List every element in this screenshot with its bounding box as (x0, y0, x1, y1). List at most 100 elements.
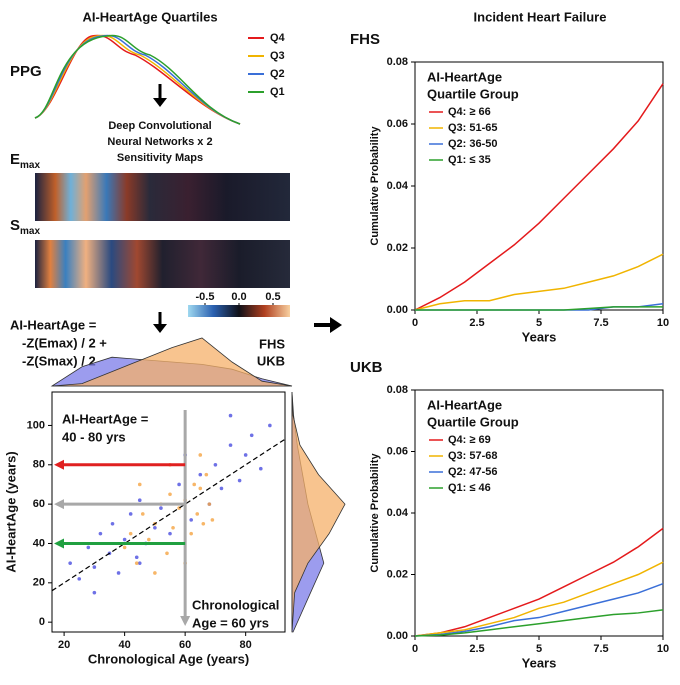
left-title: AI-HeartAge Quartiles (82, 9, 217, 24)
y-tick-label: 0.02 (387, 568, 408, 580)
scatter-point (195, 512, 200, 516)
scatter-point (228, 413, 233, 418)
smax-label: Smax (10, 217, 40, 237)
scatter-point (207, 502, 212, 506)
heartage-arrow-head (54, 459, 64, 470)
scatter-point (77, 577, 82, 581)
formula-line: -Z(Emax) / 2 + (22, 335, 107, 350)
x-tick-label: 5 (536, 317, 542, 329)
scatter-point (110, 522, 115, 526)
scatter-point (243, 453, 248, 457)
legend-label: Q2: 36-50 (448, 138, 498, 150)
scatter-point (140, 512, 145, 516)
scatter-point (213, 462, 218, 467)
y-tick-label: 0.04 (387, 180, 409, 192)
scatter-point (198, 472, 203, 477)
network-line: Sensitivity Maps (117, 152, 203, 164)
legend-title: AI-HeartAge (427, 397, 502, 412)
panel-title: UKB (350, 359, 383, 376)
scatter-point (189, 531, 193, 536)
km-line (414, 83, 664, 311)
network-line: Neural Networks x 2 (107, 136, 212, 148)
scatter-point (147, 537, 151, 542)
x-axis-label: Years (522, 655, 557, 670)
emax-main: E (10, 151, 20, 168)
density-area (291, 391, 346, 633)
y-tick-label: 40 (33, 537, 45, 549)
scatter-point (122, 537, 127, 542)
scatter-point (168, 531, 172, 536)
colorbar (188, 305, 290, 317)
scatter-point (192, 482, 197, 487)
scatter-point (137, 482, 142, 487)
ppg-wave (34, 34, 241, 125)
km-line (414, 583, 664, 637)
scatter-point (249, 433, 254, 438)
scatter-point (171, 525, 175, 530)
scatter-point (198, 486, 203, 491)
emax-label: Emax (10, 151, 40, 171)
y-tick-label: 100 (27, 419, 45, 431)
scatter-point (134, 555, 139, 560)
legend-label: Q1: ≤ 35 (448, 154, 491, 166)
km-line (414, 527, 664, 637)
scatter-point (137, 561, 142, 565)
annotation: Age = 60 yrs (192, 615, 269, 630)
colorbar-tick-label: -0.5 (196, 291, 215, 303)
scatter-point (86, 545, 91, 550)
scatter-point (137, 498, 142, 502)
x-tick-label: 10 (657, 643, 669, 655)
km-line (414, 253, 664, 311)
y-tick-label: 0.00 (387, 630, 408, 642)
km-line (414, 561, 664, 637)
scatter-point (128, 531, 133, 536)
smax-main: S (10, 217, 20, 234)
colorbar-tick-label: 0.0 (231, 291, 246, 303)
scatter-point (219, 486, 224, 491)
heatmap (35, 240, 290, 288)
emax-sub: max (20, 160, 40, 171)
y-tick-label: 80 (33, 459, 45, 471)
y-tick-label: 0.02 (387, 242, 408, 254)
heartage-arrow-head (54, 499, 64, 510)
y-axis-label: Cumulative Probability (369, 126, 381, 246)
heartage-arrow-head (54, 538, 64, 549)
arrow-head (330, 317, 342, 333)
y-tick-label: 0 (39, 616, 45, 628)
scatter-point (177, 482, 181, 487)
legend-label: Q4: ≥ 66 (448, 106, 491, 118)
y-tick-label: 0.06 (387, 118, 408, 130)
identity-line (51, 438, 286, 592)
y-axis-label: Cumulative Probability (369, 453, 381, 573)
annotation: 40 - 80 yrs (62, 429, 126, 444)
km-line (414, 609, 664, 637)
scatter-point (68, 561, 72, 565)
legend-label: UKB (257, 353, 285, 368)
x-tick-label: 20 (58, 639, 70, 651)
y-tick-label: 0.06 (387, 445, 408, 457)
arrow-head (153, 98, 167, 107)
formula-line: -Z(Smax) / 2 (22, 353, 96, 368)
legend-label: Q2: 47-56 (448, 466, 498, 478)
scatter-point (258, 466, 263, 471)
density-area (51, 337, 293, 387)
legend-label: Q3: 57-68 (448, 450, 498, 462)
legend-label: Q2 (270, 68, 285, 80)
legend-title: AI-HeartAge (427, 69, 502, 84)
legend-label: Q4: ≥ 69 (448, 434, 491, 446)
scatter-point (134, 561, 139, 565)
legend-title: Quartile Group (427, 414, 519, 429)
legend-title: Quartile Group (427, 86, 519, 101)
annotation: Chronological (192, 597, 279, 612)
scatter-point (159, 506, 163, 510)
scatter-point (165, 551, 169, 556)
scatter-point (153, 525, 157, 530)
scatter-point (92, 565, 97, 569)
heatmap (35, 173, 290, 221)
annotation: AI-HeartAge = (62, 411, 149, 426)
km-line (415, 306, 663, 311)
x-tick-label: 7.5 (593, 317, 608, 329)
y-tick-label: 20 (33, 577, 45, 589)
legend-label: Q3: 51-65 (448, 122, 498, 134)
